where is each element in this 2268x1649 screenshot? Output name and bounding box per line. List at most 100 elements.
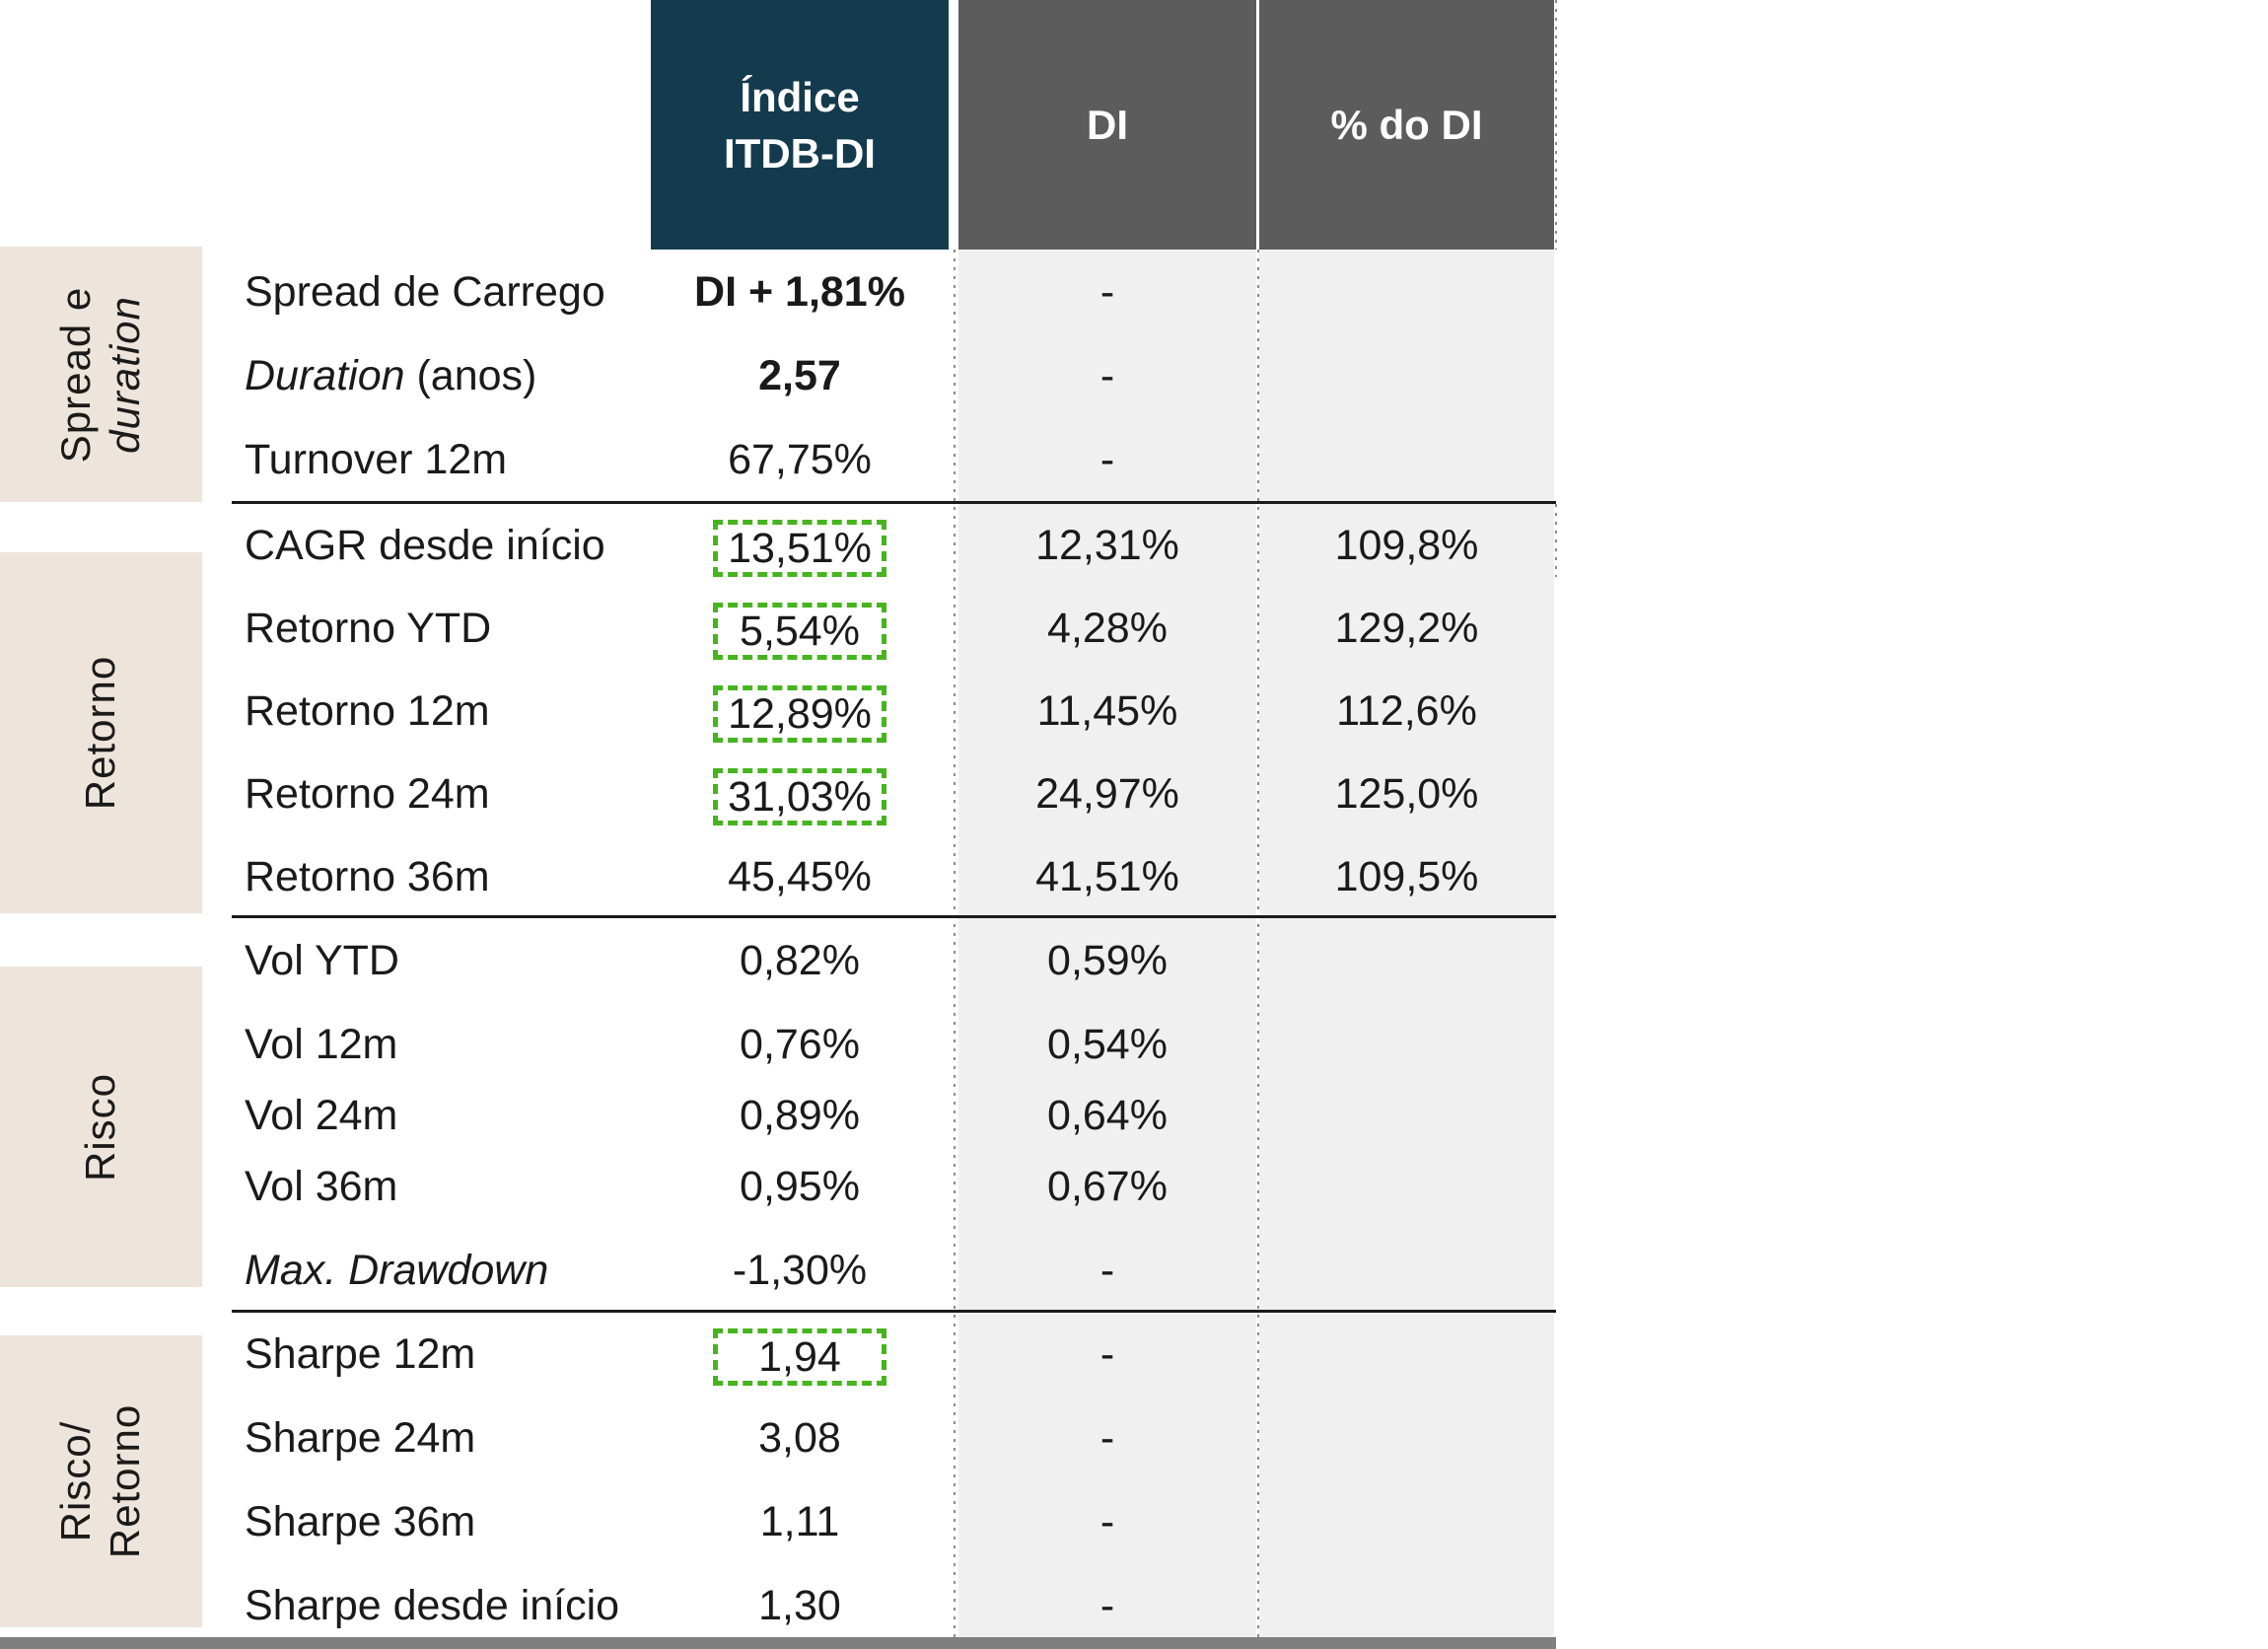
row-label: Sharpe 24m bbox=[245, 1414, 476, 1462]
dotted-right-edge-segment bbox=[1555, 504, 1557, 577]
pct-value: 125,0% bbox=[1334, 770, 1479, 818]
table-row: Retorno YTD 5,54% 4,28% 129,2% bbox=[0, 587, 1556, 670]
header-cell-indice-itdb-di: Índice ITDB-DI bbox=[651, 0, 949, 250]
indice-value: 0,89% bbox=[740, 1092, 860, 1139]
indice-value-highlighted: 5,54% bbox=[651, 587, 949, 670]
pct-value bbox=[1259, 1480, 1554, 1563]
pct-value bbox=[1259, 251, 1554, 333]
indice-value: 2,57 bbox=[758, 352, 841, 399]
row-label-regular-part: (anos) bbox=[404, 352, 537, 399]
table-row: Turnover 12m 67,75% - bbox=[0, 418, 1556, 501]
header-cell-pct-do-di: % do DI bbox=[1259, 0, 1554, 250]
group-label-risco-retorno: Risco/ Retorno bbox=[0, 1335, 202, 1627]
table-row: Max. Drawdown -1,30% - bbox=[0, 1229, 1556, 1312]
indice-value: 45,45% bbox=[728, 853, 872, 900]
di-value: 0,54% bbox=[1047, 1021, 1168, 1068]
table-row: CAGR desde início 13,51% 12,31% 109,8% bbox=[0, 504, 1556, 587]
di-value: 0,64% bbox=[1047, 1092, 1168, 1139]
indice-value: 1,11 bbox=[759, 1498, 840, 1545]
green-dashed-highlight-box: 13,51% bbox=[713, 519, 886, 577]
row-label: Vol 12m bbox=[245, 1021, 398, 1068]
table-row: Vol 24m 0,89% 0,64% bbox=[0, 1074, 1556, 1157]
pct-value: 129,2% bbox=[1334, 605, 1479, 652]
di-value: 0,67% bbox=[1047, 1163, 1168, 1210]
group-label-risco: Risco bbox=[0, 967, 202, 1287]
table-bottom-bar bbox=[0, 1637, 1556, 1649]
table-row: Sharpe desde início 1,30 - bbox=[0, 1564, 1556, 1647]
header-cell-di: DI bbox=[958, 0, 1256, 250]
table-row: Sharpe 24m 3,08 - bbox=[0, 1397, 1556, 1479]
pct-value bbox=[1259, 919, 1554, 1002]
di-value: 11,45% bbox=[1036, 687, 1178, 735]
row-label: Retorno 24m bbox=[245, 770, 490, 818]
group-separator-line bbox=[232, 915, 1556, 918]
di-value: 12,31% bbox=[1035, 522, 1179, 569]
table-row: Duration (anos) 2,57 - bbox=[0, 334, 1556, 417]
table-row: Retorno 24m 31,03% 24,97% 125,0% bbox=[0, 753, 1556, 835]
di-value: - bbox=[1099, 352, 1115, 399]
green-dashed-highlight-box: 31,03% bbox=[713, 767, 886, 825]
pct-column-background bbox=[1259, 250, 1554, 1637]
row-label: Retorno YTD bbox=[245, 605, 492, 652]
row-label: Vol 36m bbox=[245, 1163, 398, 1210]
group-label-spread-e-duration: Spread e duration bbox=[0, 247, 202, 502]
group-separator-line bbox=[232, 501, 1556, 504]
header-pct-label: % do DI bbox=[1330, 102, 1483, 148]
indice-value: 67,75% bbox=[728, 436, 872, 483]
row-label: CAGR desde início bbox=[245, 522, 605, 569]
table-row: Sharpe 36m 1,11 - bbox=[0, 1480, 1556, 1563]
row-label: Vol 24m bbox=[245, 1092, 398, 1139]
di-value: - bbox=[1099, 268, 1115, 316]
pct-value bbox=[1259, 334, 1554, 417]
table-row: Retorno 36m 45,45% 41,51% 109,5% bbox=[0, 835, 1556, 918]
green-dashed-highlight-box: 5,54% bbox=[713, 602, 886, 660]
indice-value: 0,95% bbox=[740, 1163, 860, 1210]
row-label: Max. Drawdown bbox=[245, 1247, 549, 1294]
row-label: Spread de Carrego bbox=[245, 268, 605, 316]
header-di-label: DI bbox=[1087, 102, 1128, 148]
pct-value: 109,8% bbox=[1334, 522, 1479, 569]
indice-value: 0,76% bbox=[740, 1021, 860, 1068]
di-value: 24,97% bbox=[1035, 770, 1179, 818]
di-value: - bbox=[1099, 436, 1115, 483]
di-value: - bbox=[1099, 1247, 1115, 1294]
table-row: Vol 36m 0,95% 0,67% bbox=[0, 1145, 1556, 1228]
indice-value-highlighted: 31,03% bbox=[651, 753, 949, 835]
indice-value-highlighted: 1,94 bbox=[651, 1313, 949, 1396]
di-column-background bbox=[958, 250, 1256, 1637]
indice-value: -1,30% bbox=[732, 1247, 868, 1294]
row-label: Retorno 12m bbox=[245, 687, 490, 735]
pct-value bbox=[1259, 1397, 1554, 1479]
row-label: Sharpe 36m bbox=[245, 1498, 476, 1545]
table-row: Spread de Carrego DI + 1,81% - bbox=[0, 251, 1556, 333]
row-label-italic-part: Duration bbox=[245, 352, 405, 399]
pct-value bbox=[1259, 1229, 1554, 1312]
di-value: - bbox=[1099, 1498, 1115, 1545]
header-indice-line1: Índice bbox=[740, 73, 860, 120]
table-row: Retorno 12m 12,89% 11,45% 112,6% bbox=[0, 670, 1556, 753]
di-value: - bbox=[1099, 1330, 1115, 1378]
green-dashed-highlight-box: 1,94 bbox=[713, 1327, 886, 1386]
pct-value bbox=[1259, 1313, 1554, 1396]
pct-value: 109,5% bbox=[1334, 853, 1479, 900]
row-label: Sharpe desde início bbox=[245, 1582, 620, 1629]
dotted-separator-di-pct bbox=[1257, 250, 1259, 1637]
header-indice-line2: ITDB-DI bbox=[724, 129, 876, 177]
green-dashed-highlight-box: 12,89% bbox=[713, 684, 886, 743]
table-row: Vol YTD 0,82% 0,59% bbox=[0, 919, 1556, 1002]
row-label: Turnover 12m bbox=[245, 436, 508, 483]
table-row: Sharpe 12m 1,94 - bbox=[0, 1313, 1556, 1396]
di-value: - bbox=[1099, 1414, 1115, 1462]
dotted-right-edge-header bbox=[1555, 0, 1557, 250]
pct-value bbox=[1259, 1145, 1554, 1228]
pct-value: 112,6% bbox=[1336, 687, 1477, 735]
row-label: Retorno 36m bbox=[245, 853, 490, 900]
group-separator-line bbox=[232, 1310, 1556, 1313]
pct-value bbox=[1259, 1564, 1554, 1647]
indice-value-highlighted: 12,89% bbox=[651, 670, 949, 753]
di-value: - bbox=[1099, 1582, 1115, 1629]
pct-value bbox=[1259, 418, 1554, 501]
indice-value-highlighted: 13,51% bbox=[651, 504, 949, 587]
dotted-separator-indice-di bbox=[954, 250, 956, 1637]
